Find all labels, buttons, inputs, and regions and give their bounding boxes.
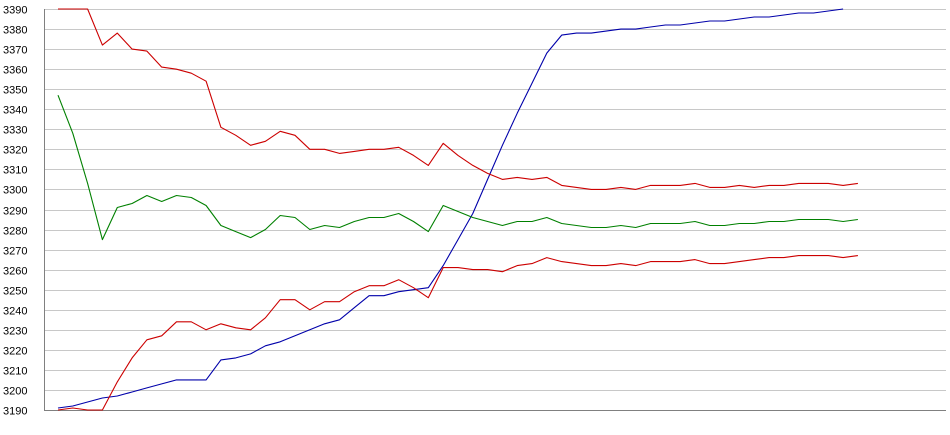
y-tick-label: 3320 — [3, 145, 27, 157]
y-axis-tick-labels: 3190 3200 3210 3220 3230 3240 3250 3260 3270 3280… — [3, 5, 27, 418]
series-line-1 — [57, 8, 844, 409]
y-tick-label: 3250 — [3, 286, 27, 298]
y-tick-label: 3280 — [3, 226, 27, 238]
series-line-4 — [57, 255, 858, 411]
y-tick-label: 3200 — [3, 386, 27, 398]
grid-lines — [44, 9, 946, 411]
axes — [44, 9, 946, 411]
y-tick-label: 3210 — [3, 366, 27, 378]
y-tick-label: 3270 — [3, 246, 27, 258]
y-tick-label: 3370 — [3, 45, 27, 57]
y-tick-label: 3360 — [3, 65, 27, 77]
y-tick-label: 3260 — [3, 266, 27, 278]
y-tick-label: 3230 — [3, 326, 27, 338]
series-lines — [57, 8, 858, 411]
series-line-2 — [58, 8, 858, 190]
y-tick-label: 3350 — [3, 85, 27, 97]
y-tick-label: 3290 — [3, 206, 27, 218]
y-tick-label: 3310 — [3, 165, 27, 177]
y-tick-label: 3390 — [3, 5, 27, 17]
y-tick-label: 3340 — [3, 105, 27, 117]
y-tick-label: 3330 — [3, 125, 27, 137]
y-tick-label: 3240 — [3, 306, 27, 318]
y-tick-label: 3380 — [3, 25, 27, 37]
series-line-3 — [57, 95, 858, 241]
y-tick-label: 3190 — [3, 406, 27, 418]
y-tick-label: 3220 — [3, 346, 27, 358]
y-tick-label: 3300 — [3, 185, 27, 197]
